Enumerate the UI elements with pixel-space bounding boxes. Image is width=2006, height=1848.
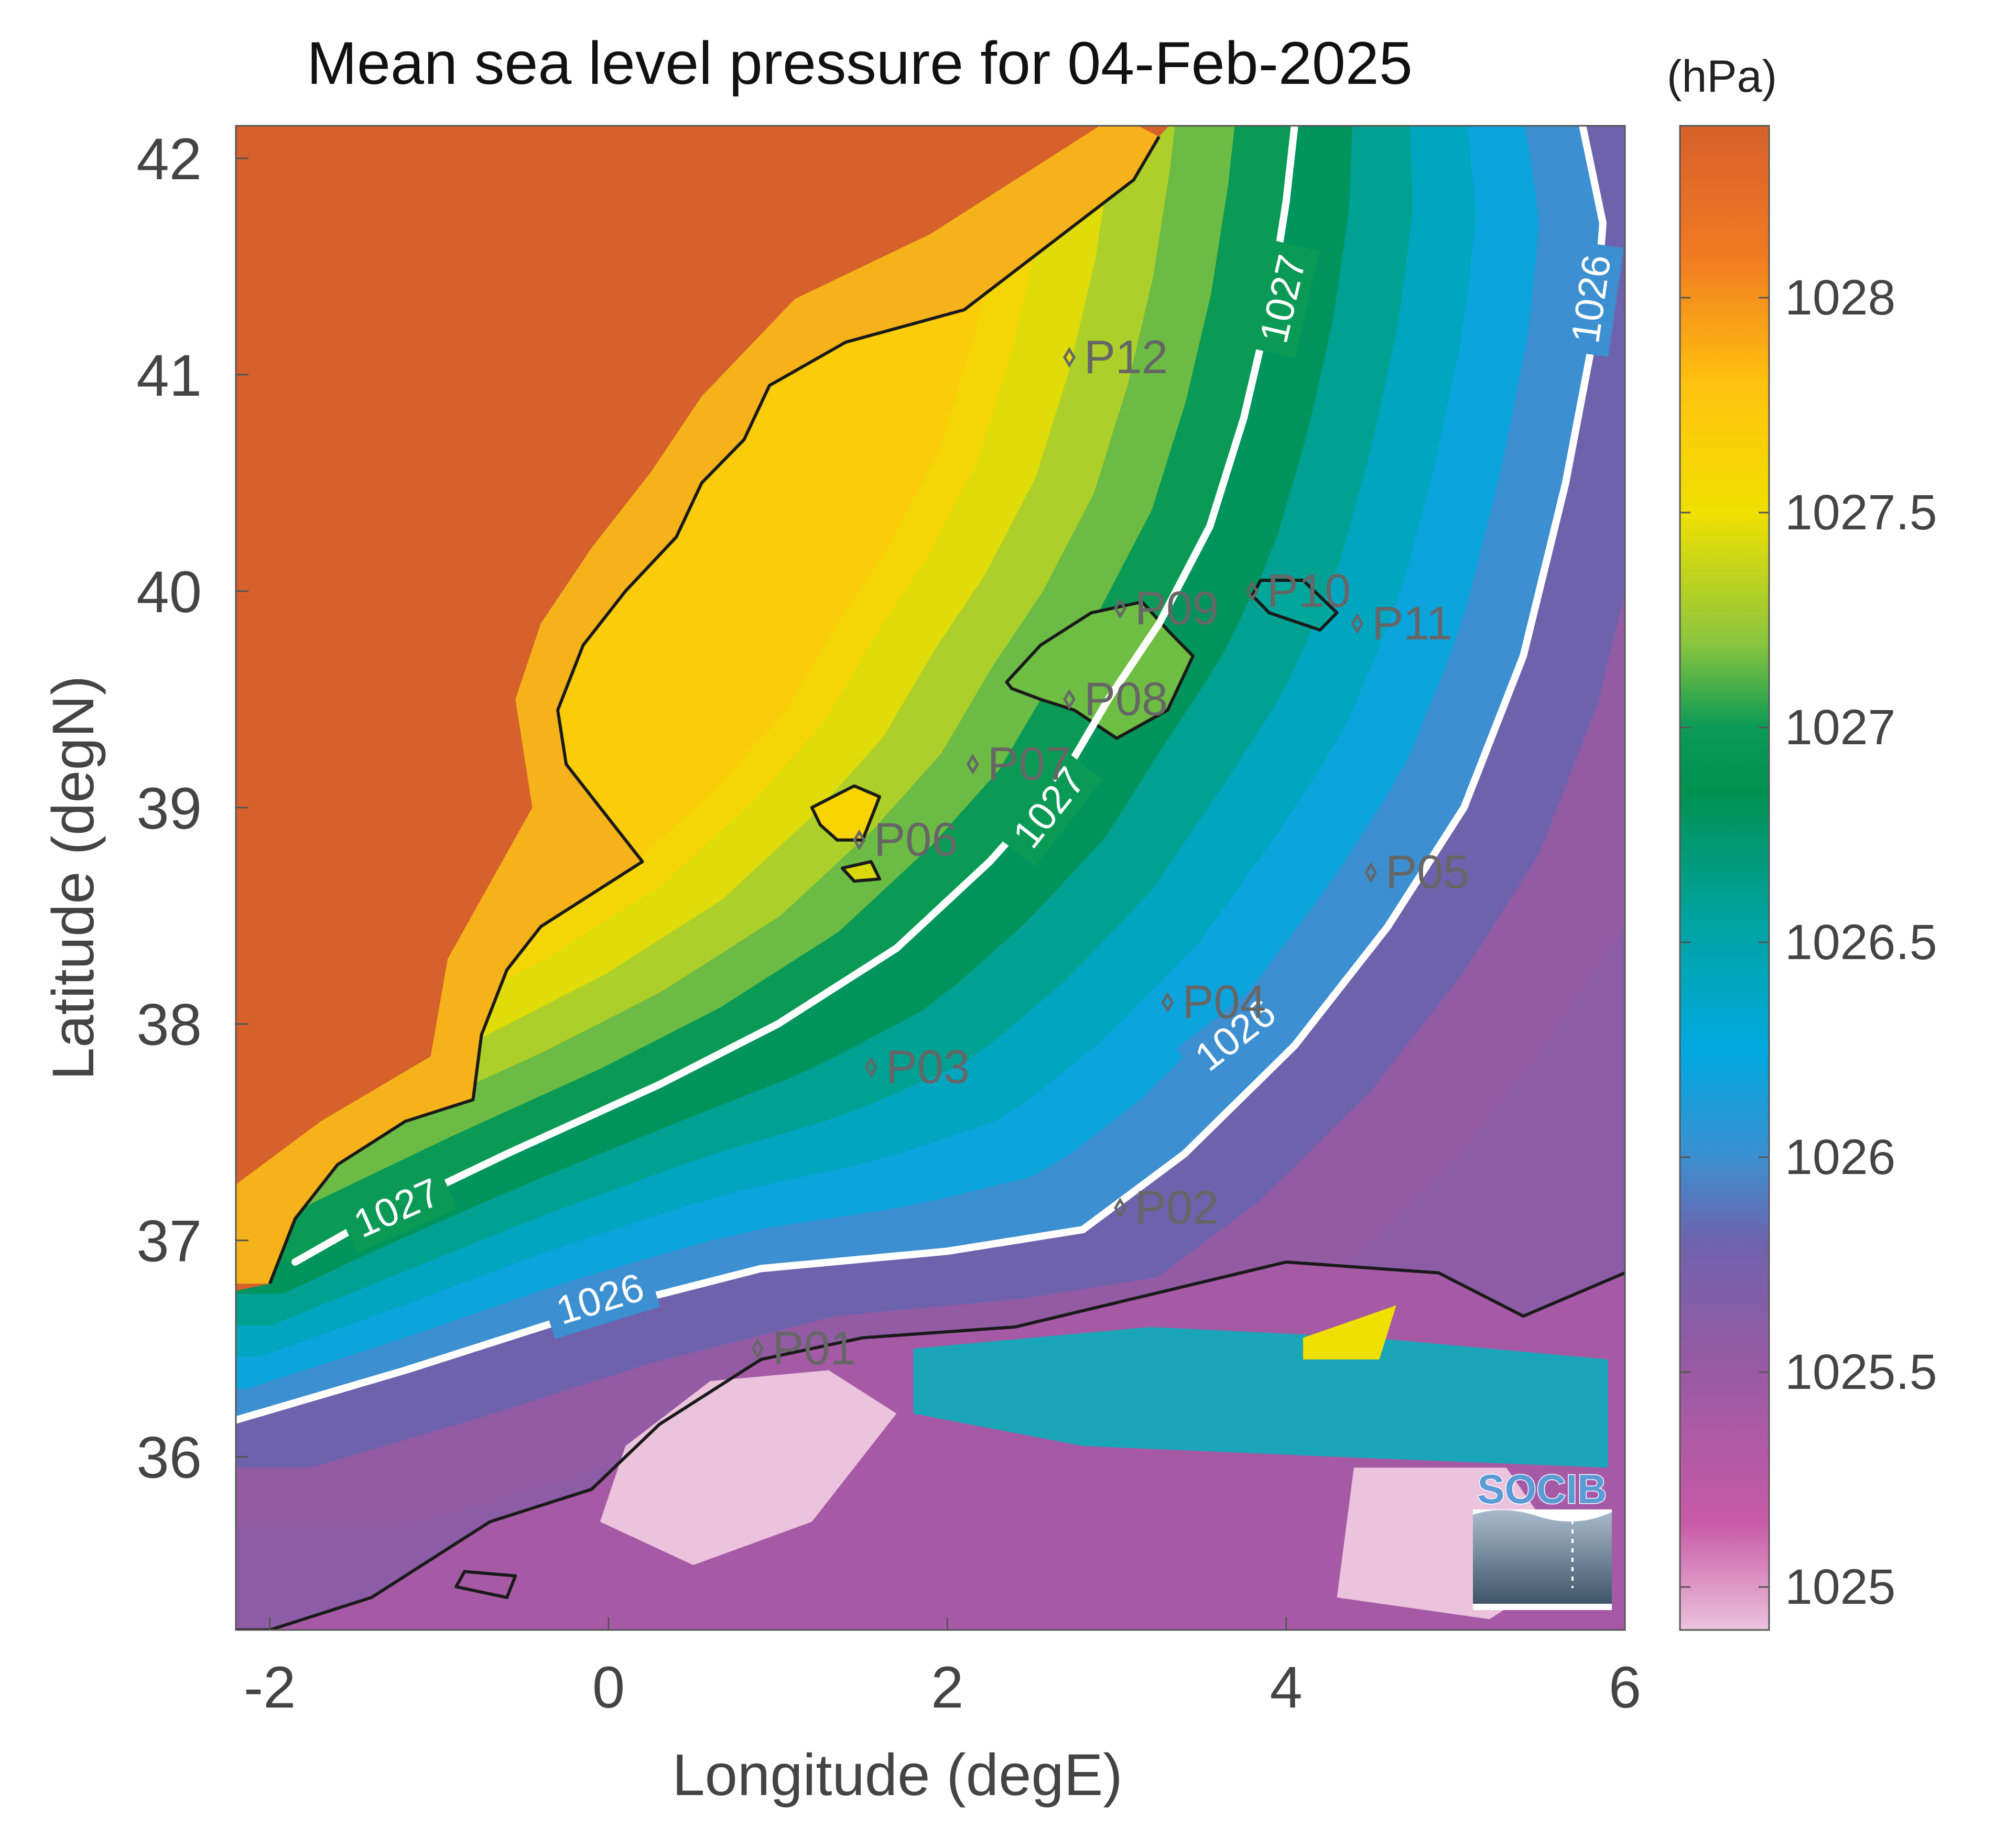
contour-label-gap: [336, 1162, 458, 1254]
contour-label-gap: [1558, 241, 1624, 357]
station-label: P02: [1135, 1182, 1219, 1234]
station-marker-P01[interactable]: P01: [751, 1322, 856, 1375]
colorbar-units-label: (hPa): [1667, 51, 1777, 102]
station-marker-P02[interactable]: P02: [1114, 1182, 1219, 1234]
colorbar-tick-label: 1025.5: [1785, 1344, 1937, 1400]
logo-water-panel: [1473, 1509, 1612, 1604]
menorca-coastline: [1251, 579, 1339, 632]
station-marker-P03[interactable]: P03: [864, 1041, 970, 1093]
diamond-marker-icon: [864, 1057, 877, 1078]
mallorca-coastline: [1005, 600, 1195, 740]
y-tick-label: 42: [136, 126, 202, 192]
colorbar: 1025 1025.5 1026 1026.5 1027 1027.5 1028: [1679, 125, 1937, 1631]
contour-label-gap: [995, 748, 1103, 867]
x-axis: -2 0 2 4 6: [244, 1617, 1641, 1720]
station-label: P11: [1372, 597, 1452, 650]
socib-logo: SOCIB: [1473, 1465, 1612, 1610]
diamond-marker-icon: [1063, 346, 1076, 368]
x-tick-label: 0: [592, 1655, 625, 1720]
y-axis-label: Latitude (degN): [40, 676, 106, 1080]
station-marker-P11[interactable]: P11: [1351, 597, 1452, 650]
y-tick-label: 37: [136, 1209, 202, 1274]
station-label: P10: [1267, 565, 1351, 617]
station-marker-P07[interactable]: P07: [966, 738, 1071, 790]
africa-mixed-patch: [913, 1327, 1608, 1468]
colorbar-tick-label: 1028: [1785, 270, 1895, 325]
colorbar-tick-label: 1027.5: [1785, 485, 1937, 540]
contour-label-gap: [540, 1258, 660, 1339]
station-marker-P04[interactable]: P04: [1161, 976, 1266, 1028]
station-label: P09: [1135, 582, 1219, 635]
station-marker-P05[interactable]: P05: [1364, 846, 1469, 899]
station-label: P05: [1385, 846, 1469, 899]
station-label: P12: [1084, 331, 1168, 384]
logo-bottom-bar: [1473, 1604, 1612, 1610]
station-label: P08: [1084, 673, 1168, 725]
logo-text: SOCIB: [1477, 1466, 1607, 1512]
logo-wave-icon: [1473, 1509, 1612, 1521]
map-title: Mean sea level pressure for 04-Feb-2025: [307, 30, 1412, 97]
iberia-coastline: [268, 136, 1161, 1285]
station-marker-P12[interactable]: P12: [1063, 331, 1168, 384]
station-label: P03: [886, 1041, 970, 1093]
diamond-marker-icon: [1114, 1197, 1126, 1219]
contour-label-group: 1027: [1245, 240, 1320, 358]
station-label: P04: [1182, 976, 1266, 1028]
station-marker-P06[interactable]: P06: [853, 814, 958, 866]
x-tick-label: 6: [1609, 1655, 1641, 1720]
diamond-marker-icon: [853, 829, 866, 851]
x-axis-label: Longitude (degE): [672, 1742, 1122, 1808]
diamond-marker-icon: [1364, 862, 1378, 883]
station-label: P01: [772, 1322, 856, 1375]
diamond-marker-icon: [1161, 992, 1174, 1013]
diamond-marker-icon: [1246, 580, 1259, 602]
y-axis: 36 37 38 39 40 41 42: [136, 126, 248, 1491]
x-tick-label: 2: [931, 1655, 963, 1720]
diamond-marker-icon: [751, 1338, 764, 1360]
y-tick-label: 39: [136, 776, 202, 841]
africa-low-pressure-patch: [600, 1370, 897, 1566]
colorbar-gradient: [1679, 125, 1770, 1631]
station-marker-P09[interactable]: P09: [1114, 582, 1219, 635]
station-marker-P08[interactable]: P08: [1063, 673, 1168, 725]
diamond-marker-icon: [1351, 613, 1364, 634]
diamond-marker-icon: [1063, 689, 1076, 710]
formentera-coastline: [840, 860, 882, 883]
diamond-marker-icon: [966, 754, 979, 775]
africa-coastline: [236, 1260, 1625, 1630]
station-label: P07: [988, 738, 1071, 790]
contour-label-gap: [1245, 240, 1320, 358]
africa-islet-coastline: [454, 1570, 517, 1600]
colorbar-tick-label: 1026: [1785, 1129, 1895, 1185]
plot-frame: [235, 125, 1626, 1631]
contour-label-group: 1026: [1558, 241, 1624, 357]
station-label: P06: [874, 814, 958, 866]
africa-high-streak: [1303, 1305, 1396, 1360]
x-tick-label: -2: [244, 1655, 296, 1720]
station-marker-P10[interactable]: P10: [1246, 565, 1351, 617]
y-tick-label: 41: [136, 343, 202, 408]
y-tick-label: 40: [136, 559, 202, 625]
colorbar-tick-label: 1025: [1785, 1559, 1895, 1615]
y-tick-label: 38: [136, 992, 202, 1058]
x-tick-label: 4: [1270, 1655, 1303, 1720]
contour-label-gap: [1176, 981, 1295, 1089]
y-tick-label: 36: [136, 1425, 202, 1491]
diamond-marker-icon: [1114, 598, 1126, 619]
colorbar-tick-label: 1026.5: [1785, 915, 1937, 970]
iberia-coastal-band: [236, 126, 1159, 1284]
colorbar-tick-label: 1027: [1785, 700, 1895, 755]
